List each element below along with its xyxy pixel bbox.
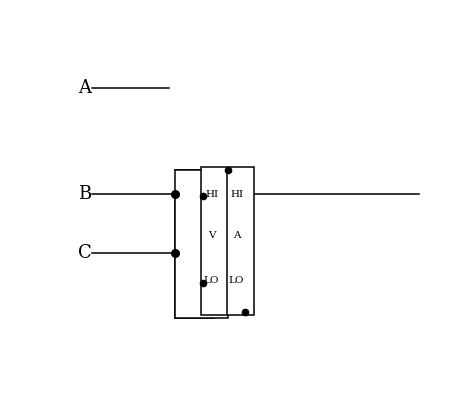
Bar xyxy=(175,171,228,318)
Text: B: B xyxy=(78,185,91,203)
Text: HI: HI xyxy=(205,190,218,199)
Text: C: C xyxy=(78,244,91,262)
Text: LO: LO xyxy=(229,275,245,285)
Text: V: V xyxy=(208,231,216,240)
Text: A: A xyxy=(233,231,240,240)
Text: A: A xyxy=(78,79,91,97)
Text: HI: HI xyxy=(230,190,243,199)
Text: LO: LO xyxy=(204,275,219,285)
Bar xyxy=(201,167,254,315)
